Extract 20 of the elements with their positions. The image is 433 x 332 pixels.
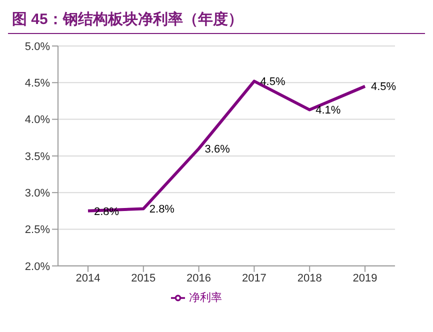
chart-title: 图 45：钢结构板块净利率（年度） xyxy=(8,8,425,34)
y-tick-label: 3.5% xyxy=(24,150,50,163)
y-tick-label: 3.0% xyxy=(24,188,50,200)
data-label: 4.1% xyxy=(316,104,341,117)
y-tick-label: 5.0% xyxy=(24,40,50,53)
y-tick-label: 4.5% xyxy=(24,78,50,90)
data-label: 4.5% xyxy=(260,76,286,88)
y-tick-label: 2.5% xyxy=(24,224,50,236)
x-tick-label: 2017 xyxy=(242,272,266,285)
data-label: 3.6% xyxy=(204,144,230,156)
x-tick-label: 2019 xyxy=(352,272,378,285)
x-tick-label: 2015 xyxy=(131,272,156,285)
legend-label: 净利率 xyxy=(189,292,222,304)
y-tick-label: 4.0% xyxy=(24,114,50,126)
x-tick-label: 2016 xyxy=(186,272,212,285)
x-tick-label: 2014 xyxy=(76,272,100,285)
data-label: 4.5% xyxy=(371,81,396,94)
y-tick-label: 2.0% xyxy=(24,260,50,273)
x-tick-label: 2018 xyxy=(297,272,322,285)
data-label: 2.8% xyxy=(149,204,175,216)
